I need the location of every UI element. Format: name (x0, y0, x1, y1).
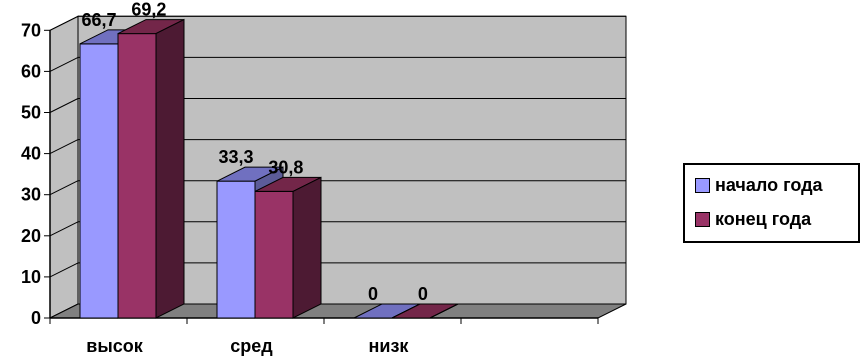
bar-2-2 (254, 176, 322, 319)
legend-label-series-2: конец года (715, 209, 812, 229)
bar-front (216, 180, 256, 319)
bar-side (429, 303, 459, 319)
legend: начало года конец года (683, 163, 860, 243)
gridline-side (49, 15, 79, 31)
bars (79, 18, 459, 319)
y-tick-label: 70 (21, 20, 41, 40)
y-tick-label: 0 (31, 308, 41, 328)
y-tick-label: 30 (21, 185, 41, 205)
gridline-side (49, 56, 79, 72)
y-tick-label: 40 (21, 144, 41, 164)
bar-front (117, 33, 157, 319)
bar-2-1 (117, 18, 185, 319)
bar-side (292, 176, 322, 319)
chart-axes: 0 10 20 30 40 50 60 70 высок сред низк (21, 20, 599, 356)
gridline-side (49, 180, 79, 196)
data-label-1-1: 66,7 (81, 10, 116, 30)
legend-item-series-1: начало года (695, 175, 823, 196)
x-tick-label: низк (369, 336, 410, 356)
gridline-side (49, 98, 79, 113)
data-label-2-1: 69,2 (131, 0, 166, 20)
y-tick-label: 50 (21, 103, 41, 123)
gridline-side (49, 221, 79, 237)
bar-front (254, 190, 294, 319)
legend-swatch-series-1 (695, 178, 710, 193)
x-tick-label: сред (230, 336, 273, 356)
data-labels: 66,7 69,2 33,3 30,8 0 0 (81, 0, 427, 304)
data-label-1-2: 33,3 (218, 147, 253, 167)
y-tick-label: 10 (21, 267, 41, 287)
data-label-1-3: 0 (368, 284, 378, 304)
legend-label-series-1: начало года (715, 175, 823, 195)
bar-side (155, 18, 185, 319)
bar-2-3 (391, 303, 459, 319)
gridline-side (49, 139, 79, 155)
gridline-side (49, 262, 79, 278)
x-tick-label: высок (86, 336, 143, 356)
y-tick-label: 20 (21, 226, 41, 246)
y-tick-label: 60 (21, 61, 41, 81)
legend-item-series-2: конец года (695, 209, 811, 230)
bar-front (79, 43, 119, 319)
data-label-2-3: 0 (418, 284, 428, 304)
data-label-2-2: 30,8 (268, 157, 303, 177)
side-wall (49, 15, 79, 319)
legend-swatch-series-2 (695, 212, 710, 227)
